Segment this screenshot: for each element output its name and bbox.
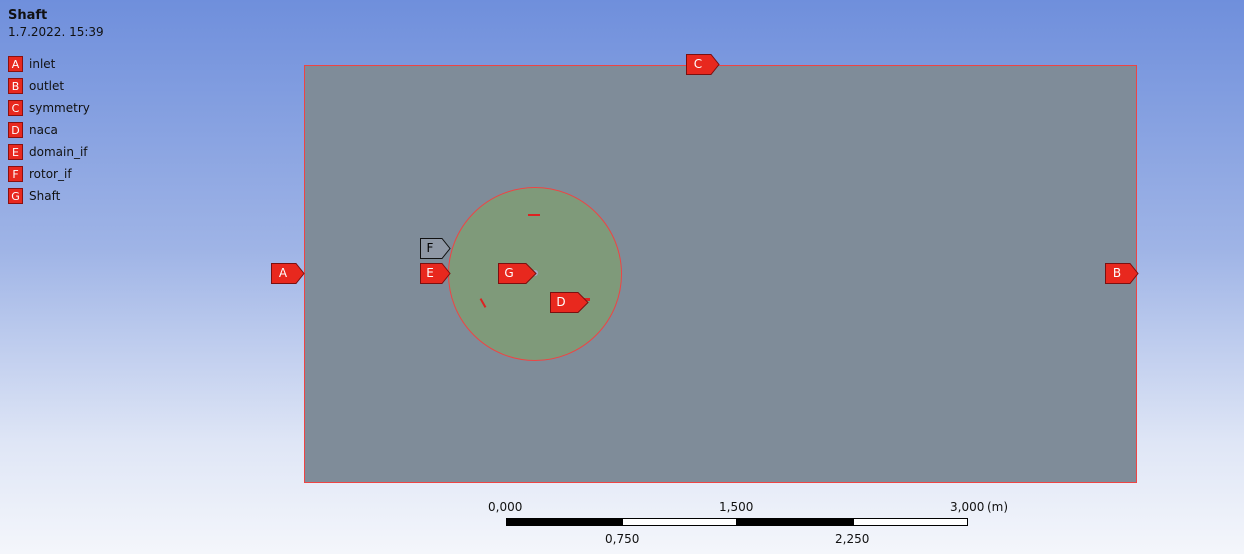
scale-bar: 0,000 1,500 3,000 (m) 0,750 2,250 xyxy=(488,500,1008,550)
legend-label: symmetry xyxy=(29,101,90,115)
legend-letter: D xyxy=(8,122,23,138)
scale-segment xyxy=(506,518,622,526)
tag-d-naca[interactable]: D xyxy=(550,292,590,313)
scale-segment xyxy=(622,518,737,526)
tag-shape xyxy=(498,263,537,284)
scale-label-2250: 2,250 xyxy=(835,532,870,546)
legend-label: naca xyxy=(29,123,58,137)
legend-label: inlet xyxy=(29,57,56,71)
tag-e-domain-if[interactable]: E xyxy=(420,263,454,284)
tag-letter: A xyxy=(278,266,288,280)
tag-shape xyxy=(550,292,589,313)
tag-c-symmetry[interactable]: C xyxy=(686,54,720,75)
scale-label-750: 0,750 xyxy=(605,532,640,546)
legend-label: Shaft xyxy=(29,189,61,203)
tag-letter: E xyxy=(426,266,434,280)
tag-letter: F xyxy=(426,241,434,255)
legend-letter: A xyxy=(8,56,23,72)
tag-shape xyxy=(420,238,451,259)
tag-shape xyxy=(420,263,451,284)
naca-blade-top[interactable] xyxy=(528,214,540,216)
legend-label: domain_if xyxy=(29,145,88,159)
scale-segment xyxy=(853,518,968,526)
naca-blade-right[interactable] xyxy=(584,298,590,301)
tag-b-outlet[interactable]: B xyxy=(1105,263,1139,284)
tag-letter: C xyxy=(693,57,703,71)
legend-label: rotor_if xyxy=(29,167,72,181)
legend-letter: F xyxy=(8,166,23,182)
tag-letter: D xyxy=(556,295,566,309)
tag-letter: G xyxy=(504,266,514,280)
tag-a-inlet[interactable]: A xyxy=(271,263,305,284)
tag-g-shaft[interactable]: G xyxy=(498,263,538,284)
legend-label: outlet xyxy=(29,79,65,93)
legend-letter: C xyxy=(8,100,23,116)
tag-shape xyxy=(1105,263,1139,284)
scale-label-1500: 1,500 xyxy=(719,500,754,514)
tag-shape xyxy=(686,54,720,75)
tag-shape xyxy=(271,263,305,284)
model-datetime: 1.7.2022. 15:39 xyxy=(8,25,104,39)
scale-label-0: 0,000 xyxy=(488,500,523,514)
scale-label-3000: 3,000 xyxy=(950,500,985,514)
scale-unit: (m) xyxy=(987,500,1009,514)
tag-f-rotor-if[interactable]: F xyxy=(420,238,454,259)
tag-letter: B xyxy=(1112,266,1122,280)
legend-letter: E xyxy=(8,144,23,160)
legend-item-shaft[interactable]: G Shaft xyxy=(8,185,104,207)
scale-segment xyxy=(737,518,853,526)
model-title: Shaft xyxy=(8,8,48,23)
legend-letter: B xyxy=(8,78,23,94)
legend-letter: G xyxy=(8,188,23,204)
